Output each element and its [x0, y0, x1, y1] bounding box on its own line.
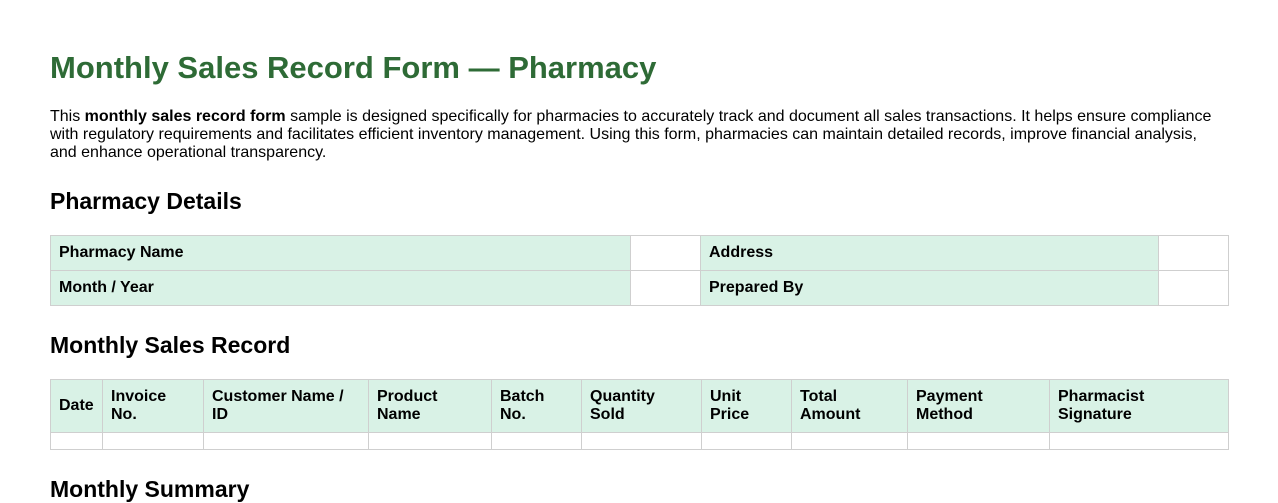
col-quantity-sold: Quantity Sold — [581, 379, 702, 433]
col-batch-no: Batch No. — [491, 379, 582, 433]
col-customer: Customer Name / ID — [203, 379, 369, 433]
col-product-name: Product Name — [368, 379, 492, 433]
month-year-field[interactable] — [630, 270, 701, 306]
sales-record-heading: Monthly Sales Record — [50, 332, 291, 358]
address-label: Address — [700, 235, 1159, 271]
cell[interactable] — [1049, 432, 1229, 450]
address-field[interactable] — [1158, 235, 1229, 271]
cell[interactable] — [203, 432, 369, 450]
prepared-by-label: Prepared By — [700, 270, 1159, 306]
intro-bold: monthly sales record form — [84, 108, 286, 125]
col-invoice-no: Invoice No. — [102, 379, 204, 433]
cell[interactable] — [581, 432, 702, 450]
cell[interactable] — [491, 432, 582, 450]
pharmacy-details-table: Pharmacy Name Address Month / Year Prepa… — [50, 235, 1229, 306]
col-payment-method: Payment Method — [907, 379, 1050, 433]
intro-text: This monthly sales record form sample is… — [50, 108, 1228, 162]
cell[interactable] — [50, 432, 103, 450]
monthly-summary-heading: Monthly Summary — [50, 476, 250, 502]
table-row — [50, 432, 1229, 450]
intro-after: sample is designed specifically for phar… — [50, 108, 1212, 161]
col-unit-price: Unit Price — [701, 379, 792, 433]
pharmacy-name-label: Pharmacy Name — [50, 235, 631, 271]
intro-before: This — [50, 108, 85, 125]
col-total-amount: Total Amount — [791, 379, 908, 433]
cell[interactable] — [701, 432, 792, 450]
cell[interactable] — [907, 432, 1050, 450]
page-title: Monthly Sales Record Form — Pharmacy — [50, 50, 657, 85]
prepared-by-field[interactable] — [1158, 270, 1229, 306]
cell[interactable] — [368, 432, 492, 450]
col-pharmacist-signature: Pharmacist Signature — [1049, 379, 1229, 433]
cell[interactable] — [791, 432, 908, 450]
pharmacy-details-heading: Pharmacy Details — [50, 188, 242, 214]
col-date: Date — [50, 379, 103, 433]
cell[interactable] — [102, 432, 204, 450]
sales-record-table: Date Invoice No. Customer Name / ID Prod… — [50, 379, 1229, 450]
pharmacy-name-field[interactable] — [630, 235, 701, 271]
month-year-label: Month / Year — [50, 270, 631, 306]
